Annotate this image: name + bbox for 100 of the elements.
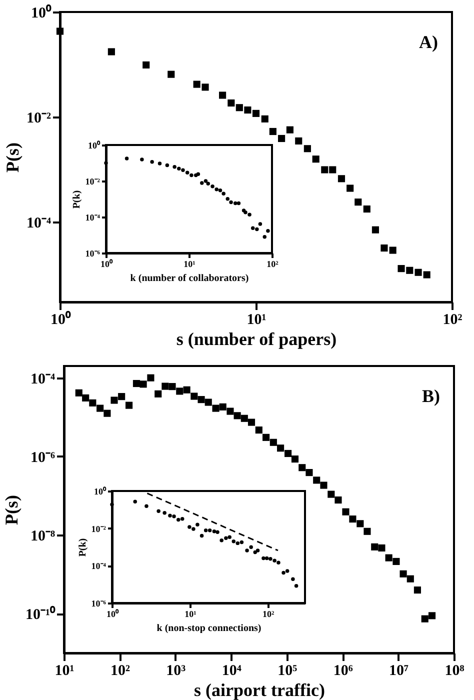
point [218, 188, 222, 192]
y-tick-label: 10⁻⁶ [85, 248, 100, 258]
point [338, 175, 346, 182]
point [285, 569, 290, 573]
point [304, 145, 311, 152]
y-tick-label: 10⁻¹⁰ [26, 605, 56, 624]
point [421, 615, 428, 622]
point [132, 380, 140, 388]
point [204, 398, 212, 406]
point [400, 570, 407, 578]
point [172, 514, 176, 518]
point [177, 166, 181, 170]
point [204, 179, 208, 183]
point [229, 200, 233, 204]
x-tick-label: 10¹ [184, 259, 196, 269]
point [406, 575, 414, 582]
point [291, 577, 295, 581]
point [234, 201, 238, 206]
y-tick-label: 10⁰ [94, 486, 107, 496]
point [295, 137, 302, 144]
point [262, 234, 266, 239]
y-tick-label: 10⁰ [88, 140, 101, 150]
point [228, 535, 232, 539]
y-tick-label: 10⁻⁴ [85, 212, 100, 222]
x-axis-title: s (number of papers) [176, 329, 337, 349]
point [320, 482, 328, 489]
x-tick-label: 10¹ [54, 663, 74, 679]
point [214, 188, 218, 192]
point [89, 399, 96, 406]
point [321, 166, 328, 174]
point [219, 92, 226, 99]
point [298, 464, 306, 472]
x-tick-label: 10² [266, 259, 279, 269]
point [219, 403, 226, 410]
point [196, 172, 200, 176]
point [216, 530, 220, 534]
point [190, 173, 194, 178]
point [276, 444, 284, 452]
x-tick-label: 10⁰ [100, 259, 114, 269]
point [364, 528, 371, 535]
point [147, 374, 154, 382]
point [282, 570, 286, 575]
point [172, 164, 176, 169]
point [284, 450, 292, 458]
point [270, 438, 277, 446]
point [414, 586, 422, 594]
point [110, 396, 118, 404]
point [224, 536, 228, 540]
point [266, 228, 270, 233]
point [240, 540, 244, 544]
point [334, 496, 342, 504]
point [234, 412, 241, 420]
annotation: A) [419, 32, 438, 52]
point [389, 246, 396, 254]
point [200, 181, 204, 185]
x-tick-label: 10⁰ [50, 310, 72, 328]
point [306, 468, 313, 476]
point [226, 196, 230, 201]
point [245, 548, 249, 552]
point [226, 408, 234, 415]
point [222, 192, 226, 196]
point [248, 418, 256, 426]
y-tick-label: 10⁻⁴ [26, 216, 52, 232]
x-tick-label: 10⁷ [389, 663, 410, 679]
point [75, 389, 82, 396]
point [176, 518, 180, 522]
point [252, 110, 260, 117]
y-axis-title: P(k) [71, 190, 82, 209]
point [346, 184, 354, 192]
point [183, 386, 190, 394]
point [82, 394, 90, 402]
y-axis-title: P(s) [2, 142, 23, 172]
point [240, 414, 248, 422]
y-axis-title: P(k) [77, 538, 88, 557]
point [185, 170, 190, 175]
point [118, 393, 126, 400]
point [140, 380, 147, 388]
point [126, 402, 133, 409]
x-tick-label: 10¹ [184, 609, 197, 619]
point [354, 198, 362, 206]
x-tick-label: 10⁵ [278, 663, 298, 679]
point [428, 612, 436, 620]
x-tick-label: 10³ [166, 663, 186, 679]
point [363, 205, 370, 213]
point [249, 545, 253, 550]
y-tick-label: 10⁻⁸ [30, 528, 56, 545]
point [423, 271, 430, 278]
point [176, 388, 184, 395]
point [392, 558, 400, 566]
point [328, 490, 335, 498]
point [162, 382, 169, 390]
point [294, 584, 298, 588]
point [380, 244, 388, 252]
y-tick-label: 10⁻⁴ [30, 371, 56, 388]
point [291, 455, 299, 463]
x-axis-title: k (non-stop connections) [156, 623, 262, 634]
y-tick-label: 10⁻² [85, 176, 100, 186]
point [385, 554, 392, 562]
point [262, 434, 270, 441]
point [248, 212, 252, 217]
